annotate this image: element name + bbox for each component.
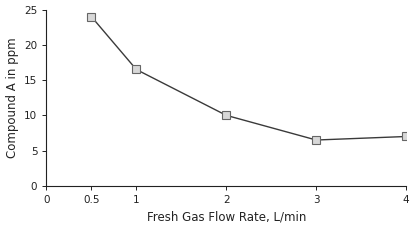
Y-axis label: Compound A in ppm: Compound A in ppm [5,37,19,158]
X-axis label: Fresh Gas Flow Rate, L/min: Fresh Gas Flow Rate, L/min [146,210,306,224]
